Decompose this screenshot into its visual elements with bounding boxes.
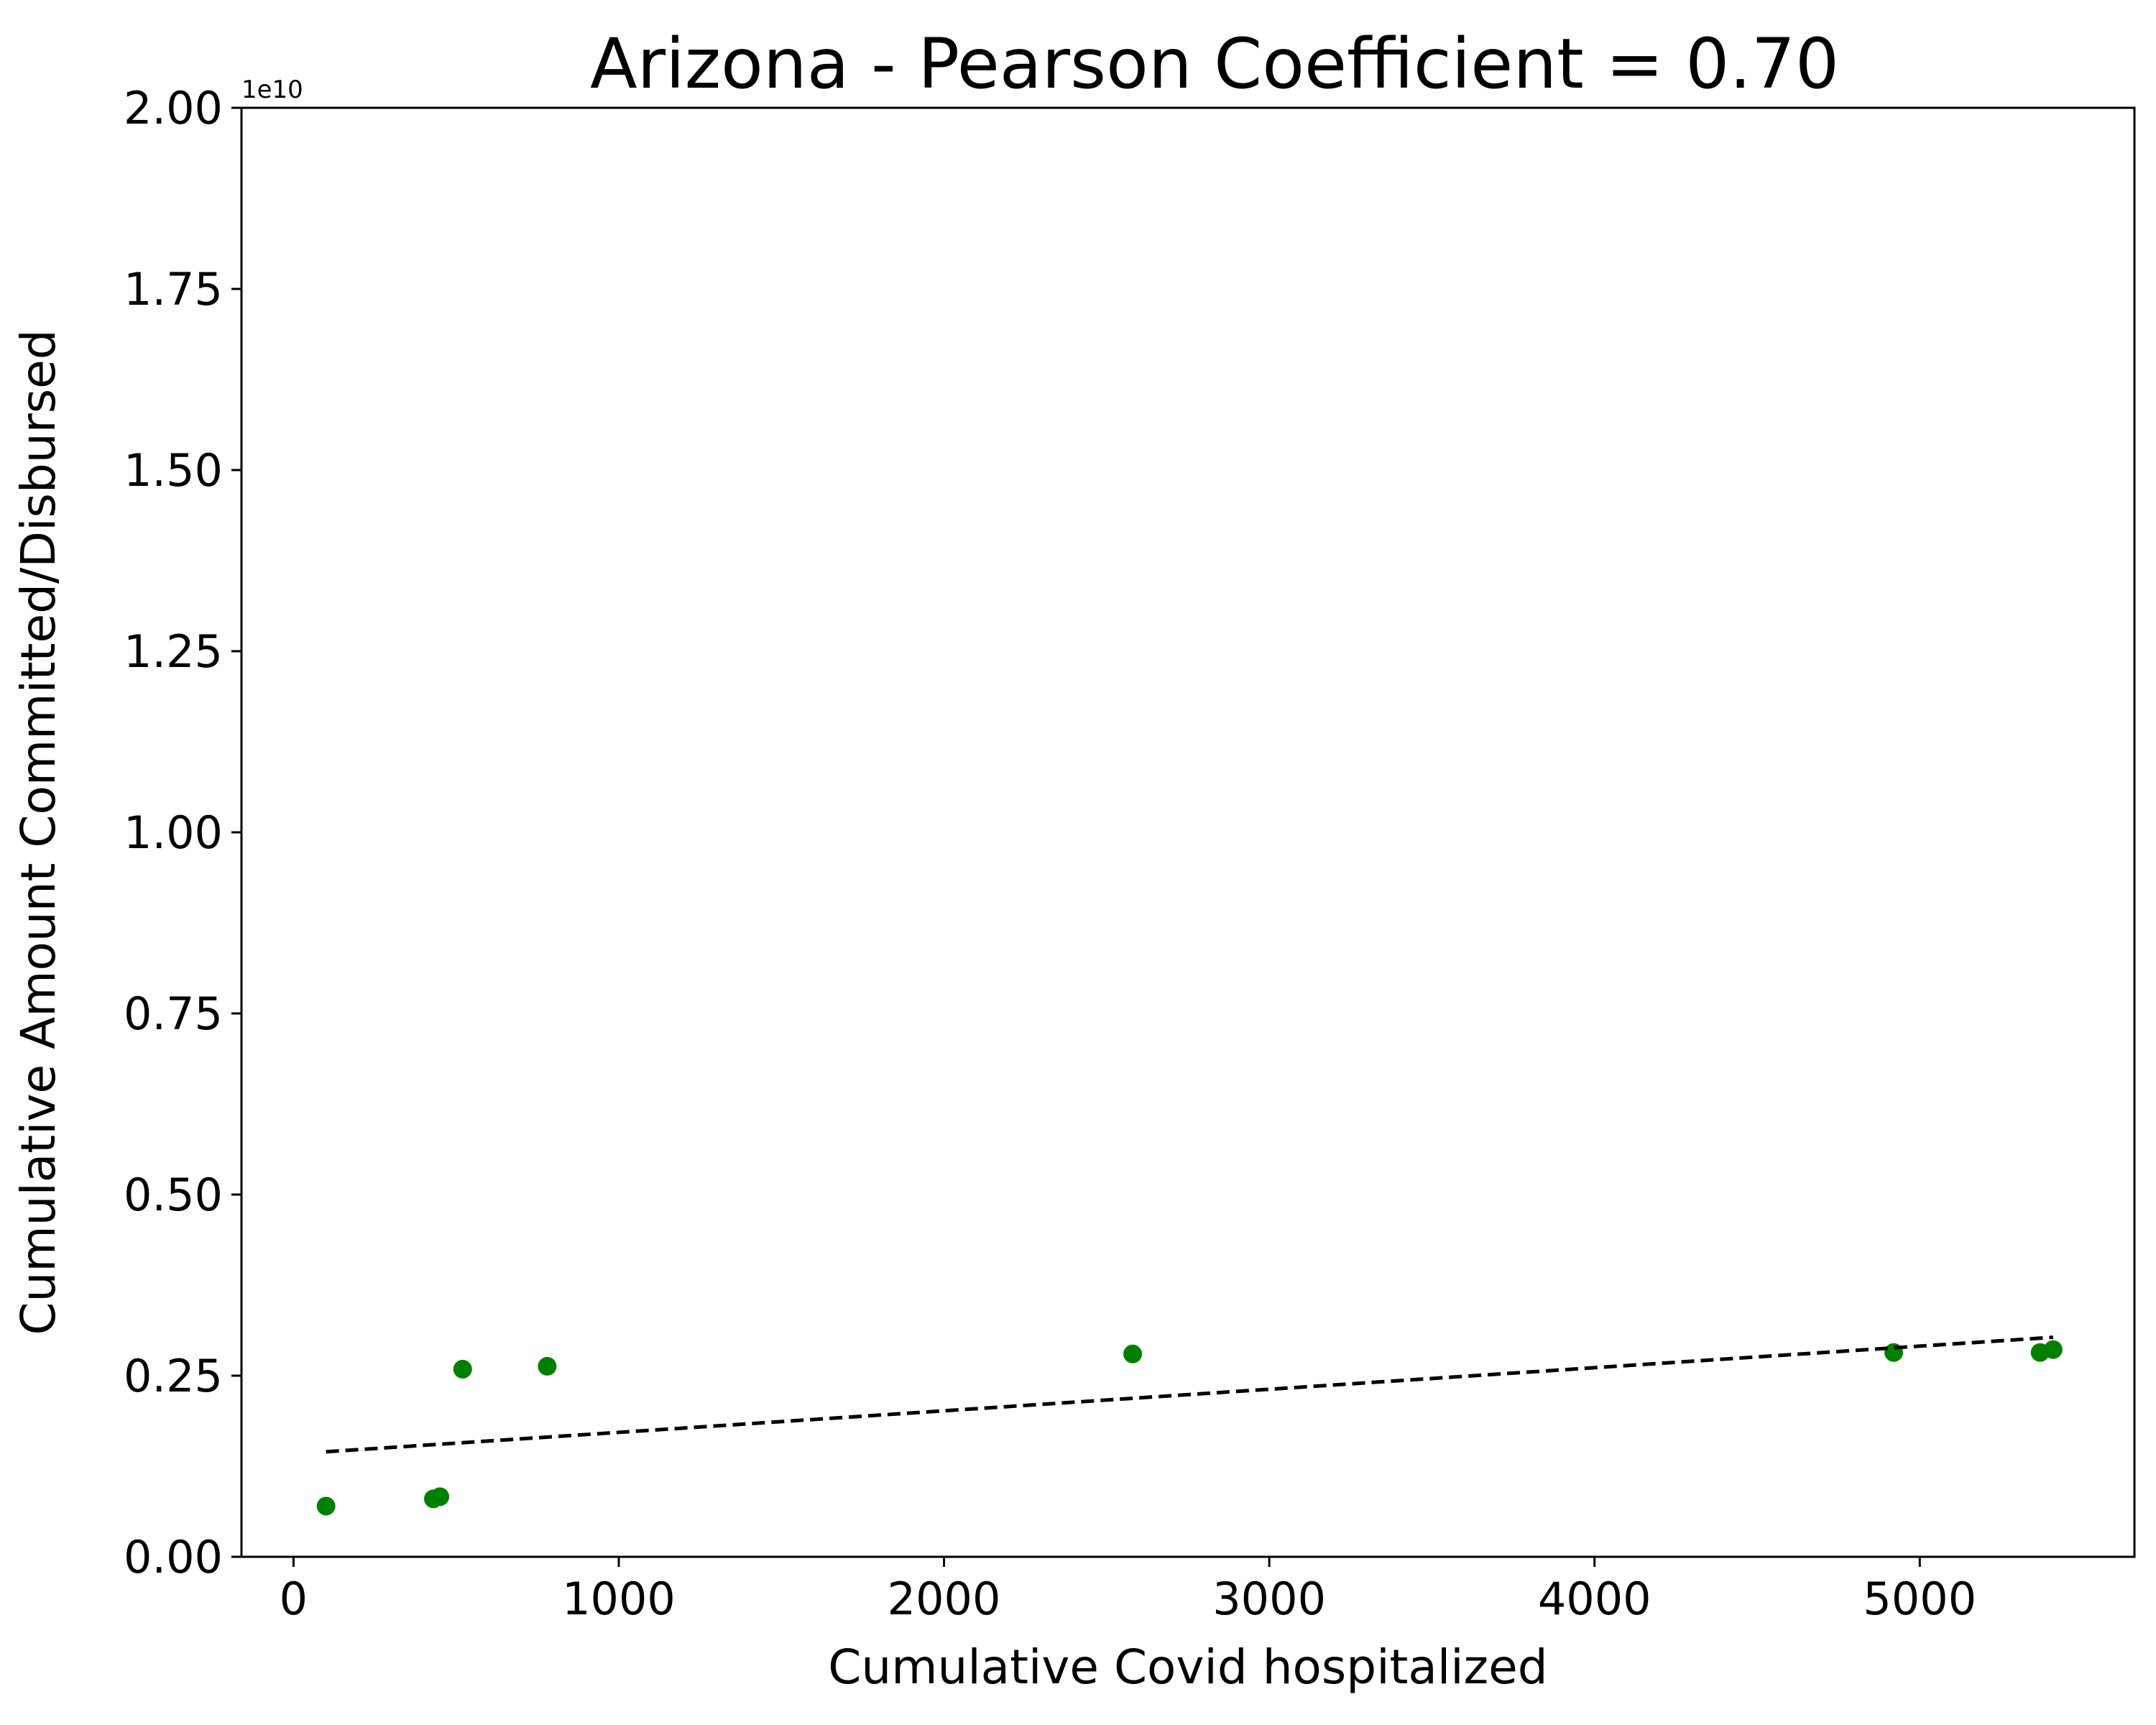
data-point (316, 1496, 336, 1516)
y-tick-label: 0.00 (124, 1531, 223, 1583)
trend-line (326, 1335, 2054, 1454)
data-point (2043, 1340, 2063, 1359)
x-tick-label: 1000 (562, 1573, 676, 1625)
x-tick-label: 4000 (1538, 1573, 1651, 1625)
y-tick-label: 2.00 (124, 82, 223, 134)
data-point (1123, 1344, 1143, 1363)
data-point (430, 1487, 450, 1506)
plot-marks (316, 1335, 2063, 1516)
x-axis-ticks: 0 1000 2000 3000 4000 5000 (280, 1557, 1976, 1625)
y-tick-label: 0.50 (124, 1169, 223, 1221)
chart-title: Arizona - Pearson Coefficient = 0.70 (590, 24, 1839, 104)
y-tick-label: 1.25 (124, 625, 223, 678)
y-axis-label: Cumulative Amount Committed/Disbursed (11, 329, 66, 1335)
x-axis-label: Cumulative Covid hospitalized (828, 1639, 1547, 1695)
y-axis-ticks: 0.00 0.25 0.50 0.75 1.00 1.25 1.50 1.75 2.00 (124, 82, 241, 1583)
data-point (538, 1356, 557, 1376)
data-point (453, 1359, 472, 1379)
y-tick-label: 1.50 (124, 444, 223, 497)
x-tick-label: 3000 (1212, 1573, 1326, 1625)
y-axis-offset-label: 1e10 (241, 75, 303, 104)
x-tick-label: 2000 (888, 1573, 1001, 1625)
y-tick-label: 1.00 (124, 806, 223, 859)
x-tick-label: 0 (280, 1573, 308, 1625)
y-tick-label: 0.75 (124, 988, 223, 1040)
y-tick-label: 0.25 (124, 1350, 223, 1402)
x-tick-label: 5000 (1863, 1573, 1976, 1625)
y-tick-label: 1.75 (124, 263, 223, 316)
plot-area-frame (240, 106, 2136, 1558)
